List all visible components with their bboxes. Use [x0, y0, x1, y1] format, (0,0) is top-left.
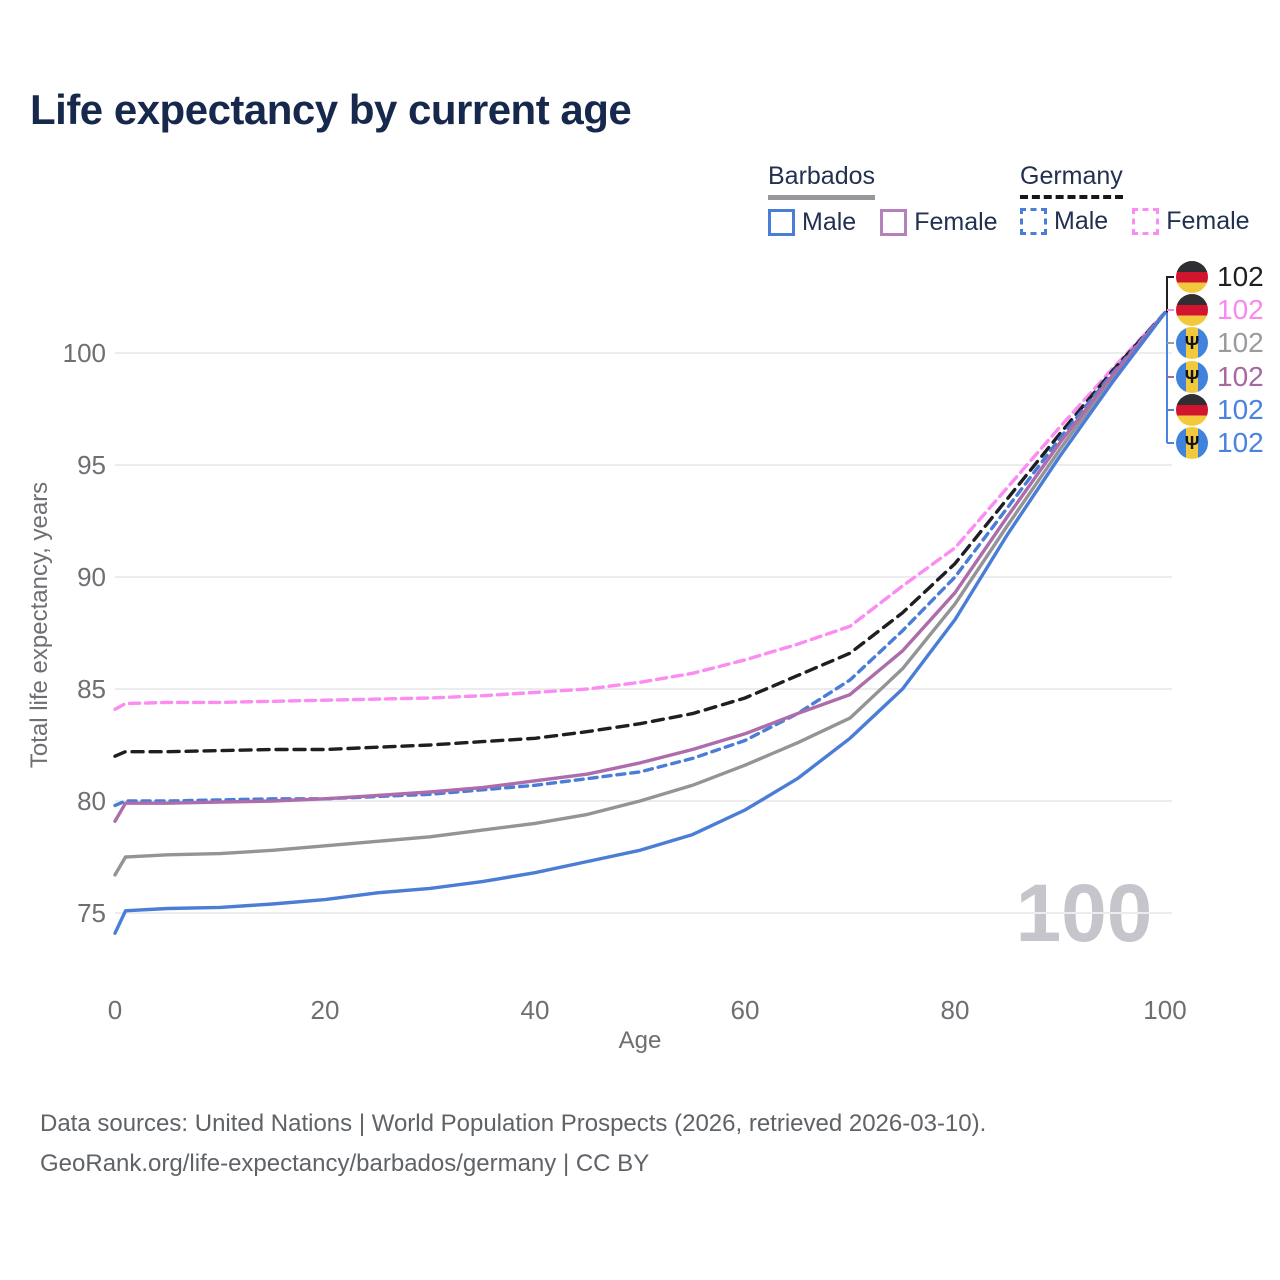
footer: Data sources: United Nations | World Pop… [40, 1104, 986, 1184]
series-line-germany-total [113, 311, 1167, 758]
legend-label-germany-female: Female [1166, 207, 1250, 235]
legend-group-germany: Germany Male Female [1020, 162, 1250, 236]
endpoint-value: 102 [1217, 361, 1264, 392]
y-axis-title: Total life expectancy, years [26, 482, 53, 768]
barbados-trident-icon: Ψ [1184, 433, 1200, 453]
legend-swatch-germany-male [1020, 208, 1047, 235]
endpoint-row-barbados-total: Ψ 102 [1176, 327, 1264, 359]
y-tick-label-95: 95 [77, 450, 106, 480]
x-axis-title: Age [619, 1027, 662, 1054]
y-tick-label-75: 75 [77, 898, 106, 928]
footer-source-line: Data sources: United Nations | World Pop… [40, 1110, 987, 1137]
barbados-flag-icon: Ψ [1176, 327, 1208, 359]
endpoint-value: 102 [1217, 394, 1264, 425]
plot-area[interactable] [115, 300, 1165, 940]
x-tick-label-20: 20 [311, 995, 340, 1025]
x-tick-label-100: 100 [1143, 995, 1186, 1025]
endpoint-row-germany-total: 102 [1176, 261, 1264, 293]
y-tick-label-90: 90 [77, 562, 106, 592]
x-tick-label-80: 80 [941, 995, 970, 1025]
series-line-barbados-female [113, 311, 1167, 823]
endpoint-value: 102 [1217, 427, 1264, 458]
endpoint-value: 102 [1217, 294, 1264, 325]
legend-group-barbados: Barbados Male Female [768, 162, 998, 237]
endpoint-row-barbados-female: Ψ 102 [1176, 361, 1264, 393]
x-tick-label-60: 60 [731, 995, 760, 1025]
germany-flag-icon [1176, 261, 1208, 293]
series-line-germany-male [113, 311, 1167, 808]
legend-swatch-germany-female [1132, 208, 1160, 235]
legend-group-title-barbados[interactable]: Barbados [768, 162, 876, 200]
legend-group-title-germany[interactable]: Germany [1020, 162, 1123, 199]
y-tick-label-100: 100 [63, 338, 106, 368]
endpoint-row-germany-female: 102 [1176, 294, 1264, 326]
barbados-trident-icon: Ψ [1184, 333, 1200, 353]
legend-item-barbados-male[interactable]: Male [768, 208, 856, 237]
barbados-flag-icon: Ψ [1176, 427, 1208, 459]
legend-item-barbados-female[interactable]: Female [880, 208, 998, 237]
legend-item-germany-female[interactable]: Female [1132, 207, 1250, 236]
barbados-flag-icon: Ψ [1176, 361, 1208, 393]
endpoint-row-germany-male: 102 [1176, 394, 1264, 426]
legend-swatch-barbados-female [880, 209, 908, 236]
y-tick-label-85: 85 [77, 674, 106, 704]
legend-items-germany: Male Female [1020, 207, 1250, 236]
endpoint-value: 102 [1217, 261, 1264, 292]
legend-swatch-barbados-male [768, 209, 795, 236]
page-title: Life expectancy by current age [30, 86, 632, 133]
legend-label-barbados-female: Female [914, 208, 998, 236]
barbados-trident-icon: Ψ [1184, 367, 1200, 387]
footer-url-line: GeoRank.org/life-expectancy/barbados/ger… [40, 1150, 650, 1177]
x-tick-label-0: 0 [108, 995, 122, 1025]
germany-flag-icon [1176, 394, 1208, 426]
endpoint-row-barbados-male: Ψ 102 [1176, 427, 1264, 459]
legend-item-germany-male[interactable]: Male [1020, 207, 1108, 236]
x-tick-label-40: 40 [521, 995, 550, 1025]
legend-label-germany-male: Male [1054, 207, 1109, 235]
legend-label-barbados-male: Male [802, 208, 857, 236]
series-line-germany-female [113, 311, 1167, 711]
legend-items-barbados: Male Female [768, 208, 998, 237]
series-line-barbados-total [113, 311, 1167, 877]
germany-flag-icon [1176, 294, 1208, 326]
series-line-barbados-male [113, 311, 1167, 935]
endpoint-value: 102 [1217, 327, 1264, 358]
y-tick-label-80: 80 [77, 786, 106, 816]
leader-line-germany-total [1166, 276, 1174, 313]
